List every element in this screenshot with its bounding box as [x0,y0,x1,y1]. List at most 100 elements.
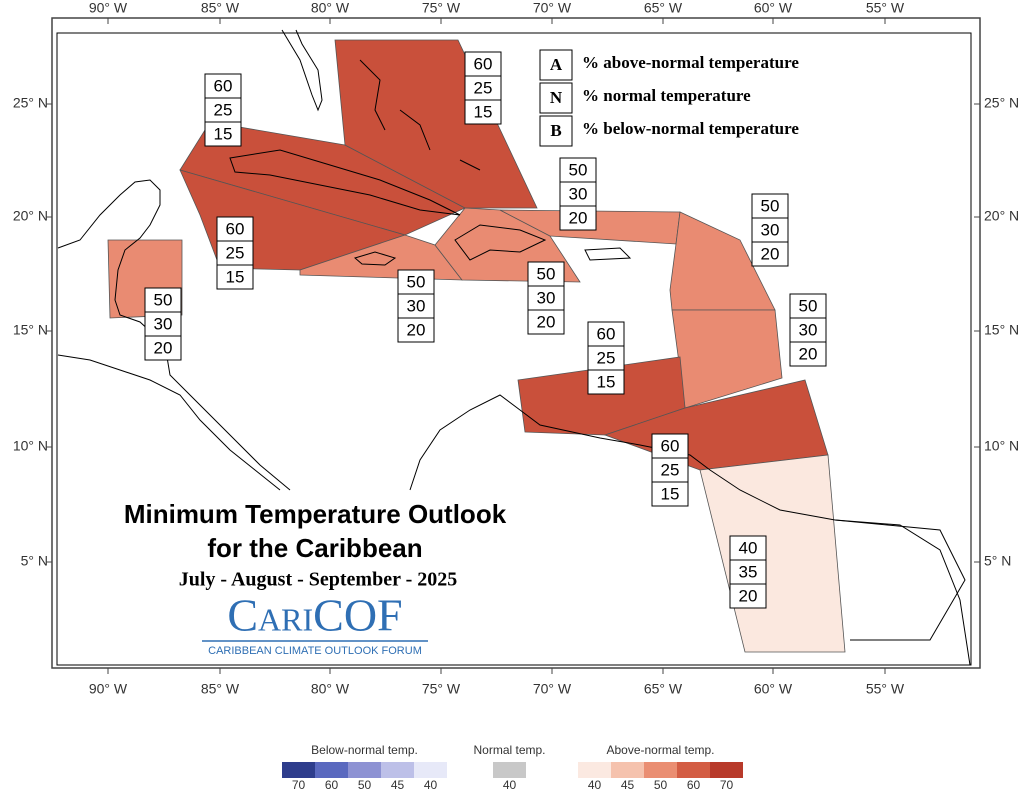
legend-label: 60 [687,778,701,791]
hispaniola [454,224,547,261]
probability-value: 20 [569,208,588,227]
outlook-region [334,39,538,209]
probability-cell [789,341,827,367]
probability-value: 20 [537,312,556,331]
probability-value: 30 [154,314,173,333]
probability-cell [729,559,767,585]
bahamas [359,59,481,171]
probability-cell [527,261,565,287]
key-letter: B [550,121,561,140]
legend-swatch [315,762,348,778]
lon-label-top: 85° W [201,0,240,16]
probability-cell [397,293,435,319]
legend-label: 60 [325,778,339,791]
legend-swatch [677,762,710,778]
lon-label-top: 60° W [754,0,793,16]
key-cell [539,82,573,114]
cuba [229,149,461,216]
lon-label-bottom: 60° W [754,681,793,697]
period: July - August - September - 2025 [179,569,458,591]
lat-label-left: 5° N [21,553,48,569]
legend-title: Below-normal temp. [311,743,418,757]
probability-value: 30 [761,220,780,239]
probability-cell [464,75,502,101]
legend-swatch [348,762,381,778]
legend-label: 45 [621,778,635,791]
probability-value: 30 [407,296,426,315]
legend-swatch [381,762,414,778]
probability-value: 50 [537,264,556,283]
lon-label-top: 80° W [311,0,350,16]
logo-subtitle: CARIBBEAN CLIMATE OUTLOOK FORUM [208,645,422,657]
probability-value: 60 [661,436,680,455]
probability-cell [464,99,502,125]
probability-cell [527,309,565,335]
guiana-border [834,519,966,641]
probability-boxes: 60 25 15 60 25 15 60 25 15 50 30 20 50 30 20 50 30 20 50 30… [144,51,827,609]
probability-value: 60 [597,324,616,343]
lat-label-left: 25° N [13,95,48,111]
probability-cell [651,481,689,507]
lon-label-bottom: 90° W [89,681,128,697]
lon-label-bottom: 80° W [311,681,350,697]
probability-value: 20 [407,320,426,339]
probability-value: 20 [761,244,780,263]
lat-label-right: 15° N [984,322,1019,338]
probability-cell [651,457,689,483]
probability-value: 15 [474,102,493,121]
probability-value: 15 [661,484,680,503]
probability-value: 50 [569,160,588,179]
key-cell [539,115,573,147]
probability-cell [397,269,435,295]
legend-swatch [710,762,743,778]
probability-value: 25 [214,100,233,119]
map-inner-frame [56,32,972,666]
probability-cell [559,205,597,231]
legend-label: 45 [391,778,405,791]
jamaica [353,251,397,266]
lon-label-bottom: 85° W [201,681,240,697]
probability-value: 20 [799,344,818,363]
probability-cell [216,216,254,242]
legend-swatch [282,762,315,778]
lat-label-right: 10° N [984,438,1019,454]
lon-label-top: 65° W [644,0,683,16]
probability-value: 60 [214,76,233,95]
probability-value: 20 [739,586,758,605]
puerto-rico [584,247,632,261]
key-letter: A [550,55,563,74]
central-america-north [57,179,291,491]
key-text: % normal temperature [582,86,751,105]
probability-cell [587,345,625,371]
probability-value: 30 [799,320,818,339]
probability-value: 25 [226,243,245,262]
lon-label-bottom: 55° W [866,681,905,697]
probability-value: 50 [154,290,173,309]
probability-cell [204,73,242,99]
lon-label-bottom: 70° W [533,681,572,697]
lat-label-right: 20° N [984,208,1019,224]
probability-cell [651,433,689,459]
title-line2: for the Caribbean [207,533,422,563]
key-text: % above-normal temperature [582,53,799,72]
legend-swatch [611,762,644,778]
key: A % above-normal temperature N % normal tem… [539,49,799,147]
probability-cell [216,264,254,290]
lon-label-top: 75° W [422,0,461,16]
logo-name: CariCOF [227,590,402,641]
probability-value: 25 [661,460,680,479]
probability-cell [527,285,565,311]
legend-label: 40 [588,778,602,791]
probability-value: 25 [474,78,493,97]
lon-label-bottom: 75° W [422,681,461,697]
lon-label-bottom: 65° W [644,681,683,697]
probability-value: 20 [154,338,173,357]
legend-swatch [493,762,526,778]
key-cell [539,49,573,81]
legend-label: 50 [358,778,372,791]
central-america-south [57,354,281,491]
probability-cell [144,335,182,361]
lon-label-top: 55° W [866,0,905,16]
legend-label: 50 [654,778,668,791]
probability-value: 60 [226,219,245,238]
